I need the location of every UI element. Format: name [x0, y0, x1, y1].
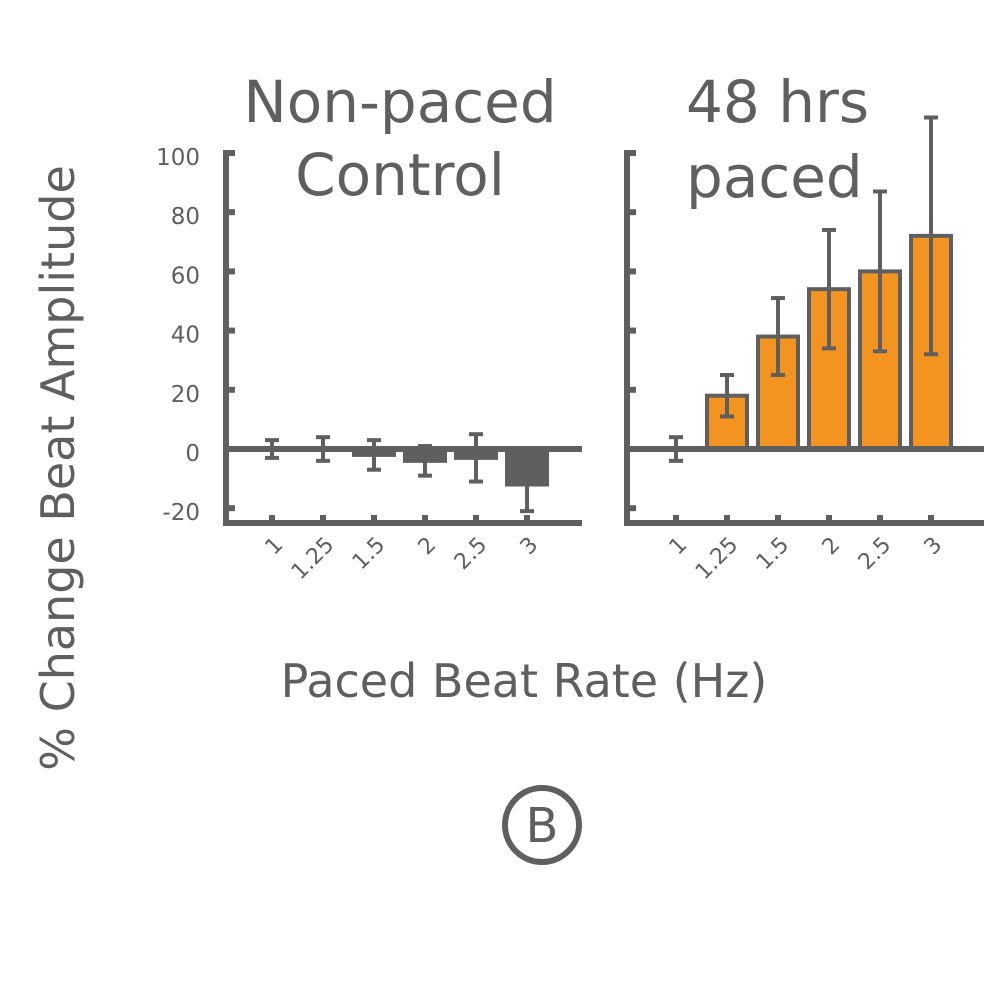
y-tick-label: 20	[171, 382, 200, 408]
y-axis-label: % Change Beat Amplitude	[31, 165, 85, 771]
x-tick-label: 2	[414, 533, 442, 561]
x-tick-label: 3	[516, 533, 544, 561]
y-tick-label: 80	[171, 204, 200, 230]
x-tick-label: 1	[261, 533, 289, 561]
y-tick-label: 40	[171, 323, 200, 349]
x-tick-label: 1	[665, 533, 693, 561]
panel-title-line-2: Control	[295, 141, 505, 209]
panel-letter-badge: B	[502, 785, 582, 865]
y-tick-label: -20	[162, 500, 200, 526]
panel-title-line-2: paced	[686, 143, 863, 211]
panel-letter-circle	[502, 785, 582, 865]
x-tick-label: 1.25	[287, 533, 339, 585]
panel-letter: B	[526, 798, 559, 854]
y-tick-label: 0	[185, 441, 200, 467]
panel-title-line-1: Non-paced	[243, 68, 556, 136]
panel-48hrs-paced: 48 hrs paced 11.25 1.5 2 2.5 3	[624, 68, 984, 585]
y-tick-label: 100	[156, 145, 200, 171]
x-tick-label: 2.5	[450, 533, 492, 575]
x-tick-label: 1.5	[752, 533, 794, 575]
x-tick-label: 1.5	[348, 533, 390, 575]
panel-title-line-1: 48 hrs	[686, 68, 869, 136]
x-tick-label: 3	[920, 533, 948, 561]
y-tick-label: 60	[171, 263, 200, 289]
x-axis-label: Paced Beat Rate (Hz)	[281, 654, 768, 708]
x-tick-label: 1.25	[691, 533, 743, 585]
x-tick-label: 2.5	[854, 533, 896, 575]
x-tick-label: 2	[818, 533, 846, 561]
